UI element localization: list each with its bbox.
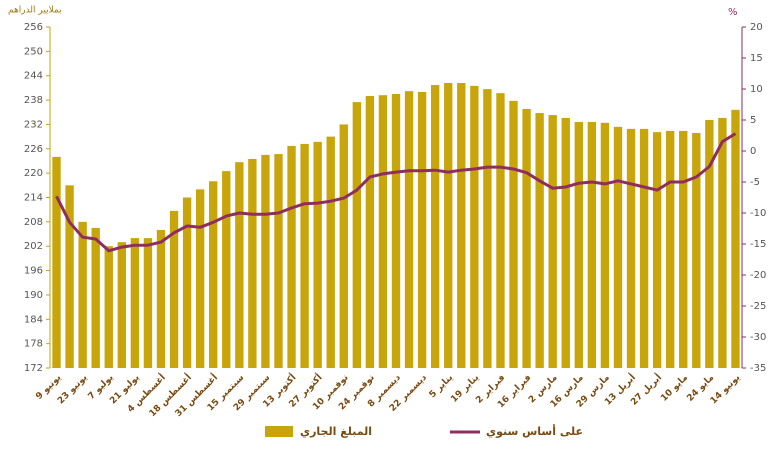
- bar: [496, 93, 505, 369]
- y2-tick-label: -30: [750, 332, 766, 343]
- y2-tick-label: -5: [750, 177, 760, 188]
- bar: [143, 238, 153, 368]
- bar: [692, 132, 701, 368]
- bar: [509, 100, 518, 368]
- y-tick-label: 244: [24, 71, 43, 82]
- bar: [430, 85, 440, 368]
- bar: [209, 181, 218, 368]
- bar: [391, 93, 401, 368]
- bar: [365, 96, 375, 368]
- bar: [404, 91, 414, 368]
- bar: [522, 109, 531, 368]
- line: [55, 132, 737, 253]
- y2-axis-title: %: [728, 7, 738, 18]
- bar: [548, 115, 557, 368]
- bar: [130, 238, 140, 368]
- y2-tick-label: -35: [750, 363, 766, 374]
- bar: [117, 242, 126, 368]
- bar: [287, 145, 296, 368]
- bar: [457, 83, 466, 369]
- bar: [561, 117, 570, 368]
- bar: [535, 113, 544, 368]
- y-tick-label: 202: [24, 241, 43, 252]
- bar: [91, 227, 100, 368]
- bar: [417, 91, 427, 368]
- bar: [274, 154, 283, 368]
- bar: [705, 119, 714, 368]
- y2-tick-label: 10: [750, 84, 763, 95]
- bar: [261, 154, 270, 368]
- y2-tick-label: 20: [750, 22, 763, 33]
- bar: [169, 210, 179, 368]
- bar: [652, 132, 662, 368]
- bar: [600, 122, 610, 368]
- y-tick-label: 226: [24, 144, 43, 155]
- bar: [483, 89, 492, 368]
- bar: [666, 130, 675, 368]
- y-tick-label: 232: [24, 119, 43, 130]
- bar: [326, 136, 335, 368]
- bar: [470, 85, 479, 368]
- y-tick-label: 250: [24, 46, 43, 57]
- bar: [300, 143, 309, 368]
- y2-tick-label: 0: [750, 146, 756, 157]
- y-tick-label: 208: [24, 217, 43, 228]
- y-tick-label: 178: [24, 339, 43, 350]
- bar: [587, 121, 597, 368]
- y-tick-label: 238: [24, 95, 43, 106]
- bar: [352, 102, 362, 368]
- legend-swatch: [265, 426, 293, 437]
- y-tick-label: 214: [24, 193, 43, 204]
- y-tick-label: 172: [24, 363, 43, 374]
- y2-tick-label: -10: [750, 208, 766, 219]
- bar: [378, 95, 388, 368]
- bar: [679, 130, 688, 368]
- y2-tick-label: 15: [750, 53, 763, 64]
- y-tick-label: 190: [24, 290, 43, 301]
- bar: [444, 83, 453, 369]
- y2-tick-label: 5: [750, 115, 756, 126]
- y2-tick-label: -25: [750, 301, 766, 312]
- bar: [195, 189, 205, 368]
- legend-label: على أساس سنوي: [486, 424, 583, 438]
- bar: [182, 197, 192, 368]
- bar: [731, 109, 740, 369]
- bar: [339, 124, 348, 368]
- y-axis-title: بملايير الدراهم: [8, 6, 62, 16]
- bar: [156, 229, 166, 368]
- bar: [222, 171, 231, 368]
- bar: [639, 128, 649, 368]
- legend-label: المبلغ الجاري: [300, 425, 372, 438]
- y-tick-label: 220: [24, 168, 43, 179]
- bar: [78, 221, 87, 368]
- y2-tick-label: -15: [750, 239, 766, 250]
- bar: [104, 246, 113, 368]
- y-tick-label: 196: [24, 266, 43, 277]
- y-tick-label: 184: [24, 314, 43, 325]
- bar: [248, 158, 257, 368]
- bar: [313, 141, 322, 368]
- y2-tick-label: -20: [750, 270, 766, 281]
- bar: [574, 121, 583, 368]
- x-tick-label: 10 مايو: [659, 373, 690, 404]
- bar: [613, 126, 623, 368]
- bar: [626, 128, 636, 368]
- bar: [235, 162, 244, 368]
- bar: [65, 185, 74, 368]
- bar: [52, 156, 61, 368]
- bar: [718, 117, 727, 368]
- y-tick-label: 256: [24, 22, 43, 33]
